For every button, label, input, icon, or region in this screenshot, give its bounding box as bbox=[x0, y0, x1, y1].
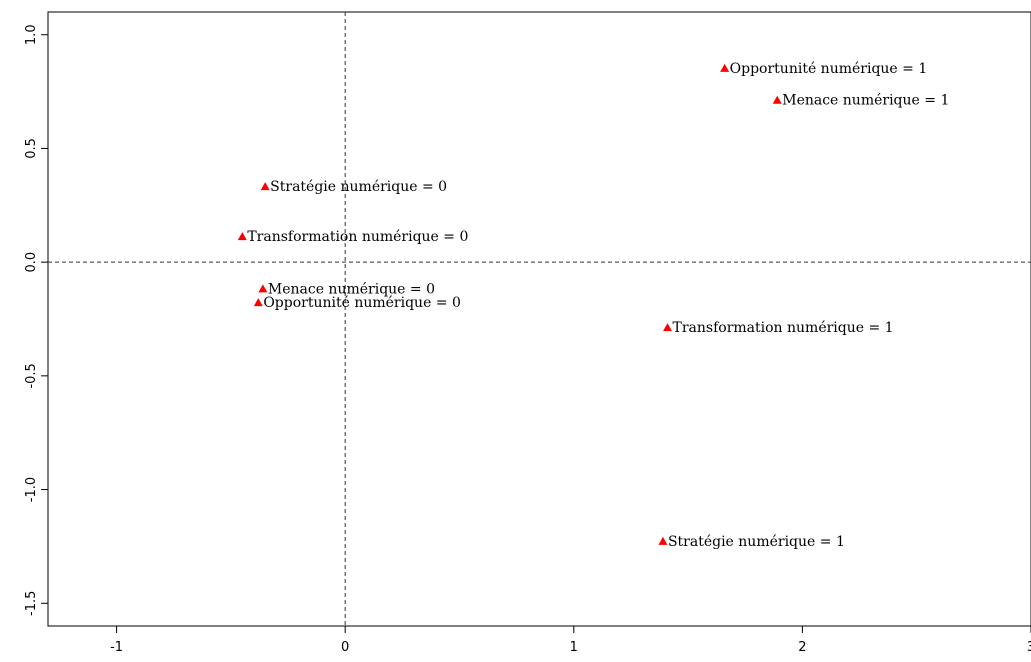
x-tick-label: 1 bbox=[570, 640, 578, 655]
data-point: Menace numérique = 1 bbox=[772, 93, 949, 109]
y-tick-label: -0.5 bbox=[24, 363, 39, 388]
point-label: Transformation numérique = 1 bbox=[673, 320, 894, 336]
triangle-marker bbox=[260, 182, 270, 191]
data-point: Transformation numérique = 1 bbox=[663, 320, 894, 336]
y-tick-label: -1.0 bbox=[24, 477, 39, 502]
y-axis: -1.5 -1.0 -0.5 0.0 0.5 1.0 bbox=[24, 24, 48, 616]
triangle-marker bbox=[253, 298, 263, 307]
x-tick-label: -1 bbox=[110, 640, 123, 655]
point-label: Stratégie numérique = 0 bbox=[270, 179, 447, 195]
plot-frame bbox=[47, 11, 1031, 627]
point-label: Menace numérique = 1 bbox=[782, 93, 949, 109]
data-point: Opportunité numérique = 1 bbox=[720, 61, 927, 77]
data-point: Menace numérique = 0 bbox=[258, 281, 435, 297]
x-tick-label: 2 bbox=[798, 640, 806, 655]
point-label: Transformation numérique = 0 bbox=[247, 229, 468, 245]
triangle-marker bbox=[658, 536, 668, 545]
x-tick-label: 0 bbox=[341, 640, 349, 655]
triangle-marker bbox=[720, 63, 730, 72]
reference-lines bbox=[48, 12, 1031, 626]
data-points: Opportunité numérique = 1 Menace numériqu… bbox=[237, 61, 949, 550]
y-tick-label: 1.0 bbox=[24, 24, 39, 45]
point-label: Opportunité numérique = 0 bbox=[263, 295, 461, 311]
data-point: Transformation numérique = 0 bbox=[237, 229, 468, 245]
triangle-marker bbox=[237, 232, 247, 241]
y-tick-label: 0.0 bbox=[24, 252, 39, 273]
triangle-marker bbox=[663, 323, 673, 332]
data-point: Opportunité numérique = 0 bbox=[253, 295, 461, 311]
x-tick-label: 3 bbox=[1027, 640, 1031, 655]
y-tick-label: -1.5 bbox=[24, 591, 39, 616]
point-label: Opportunité numérique = 1 bbox=[730, 61, 928, 77]
data-point: Stratégie numérique = 0 bbox=[260, 179, 447, 195]
point-label: Menace numérique = 0 bbox=[268, 281, 435, 297]
data-point: Stratégie numérique = 1 bbox=[658, 534, 845, 550]
x-axis: -1 0 1 2 3 bbox=[110, 626, 1031, 655]
point-label: Stratégie numérique = 1 bbox=[668, 534, 845, 550]
triangle-marker bbox=[772, 95, 782, 104]
y-tick-label: 0.5 bbox=[24, 138, 39, 159]
triangle-marker bbox=[258, 284, 268, 293]
